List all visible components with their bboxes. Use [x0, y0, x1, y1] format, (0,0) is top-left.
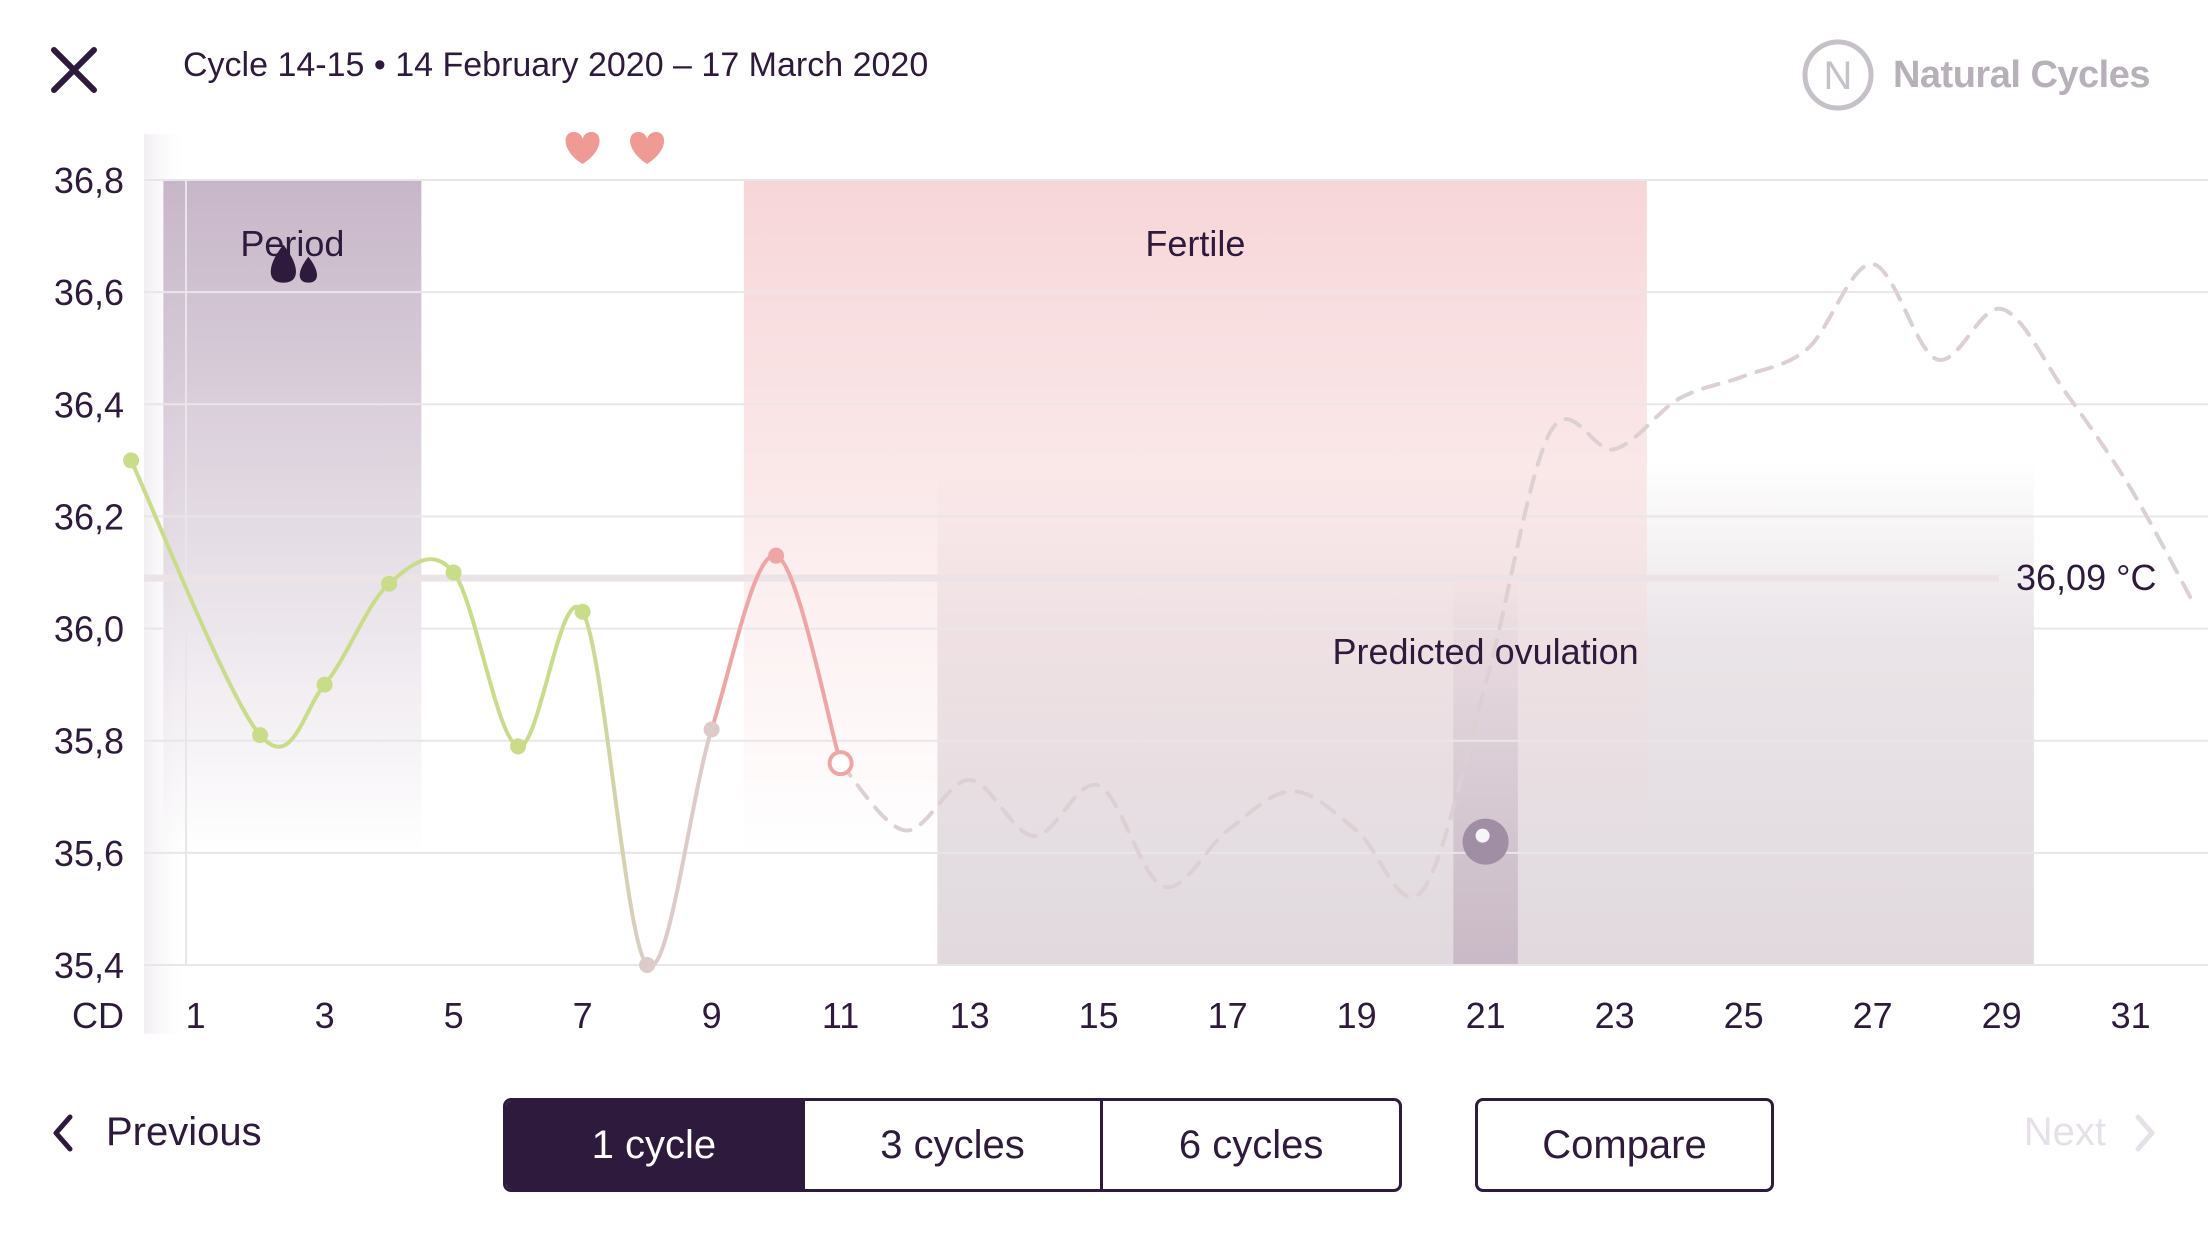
previous-button[interactable]: Previous	[50, 1110, 262, 1155]
y-tick-label: 35,8	[54, 721, 124, 762]
temperature-point	[445, 564, 462, 581]
chart-labels: 36,09 °C Period Fertile Predicted ovulation	[240, 132, 2156, 865]
x-tick-label: 25	[1724, 995, 1764, 1036]
close-button[interactable]	[44, 40, 104, 100]
page-title: Cycle 14-15 • 14 February 2020 – 17 Marc…	[183, 46, 929, 84]
period-label: Period	[240, 223, 344, 264]
cycle-range-segmented-control: 1 cycle 3 cycles 6 cycles	[503, 1098, 1402, 1192]
x-tick-label: 5	[444, 995, 464, 1036]
x-tick-label: 31	[2111, 995, 2151, 1036]
ovulation-egg-highlight	[1475, 828, 1490, 843]
y-tick-label: 36,0	[54, 609, 124, 650]
logo-letter: N	[1824, 54, 1853, 98]
coverline-label: 36,09 °C	[2016, 557, 2156, 598]
measured-temperature-line	[387, 557, 456, 586]
y-tick-label: 36,2	[54, 496, 124, 537]
x-tick-label: 23	[1595, 995, 1635, 1036]
x-tick-label: 3	[315, 995, 335, 1036]
period-drop-icon	[270, 244, 296, 283]
x-tick-label: 15	[1079, 995, 1119, 1036]
heart-icon	[630, 132, 665, 164]
x-tick-label: 29	[1982, 995, 2022, 1036]
y-tick-label: 36,8	[54, 160, 124, 201]
measured-temperature-line	[322, 581, 392, 687]
previous-label: Previous	[106, 1110, 262, 1154]
next-label: Next	[2023, 1110, 2106, 1154]
measured-temperature-line	[709, 553, 779, 732]
compare-button[interactable]: Compare	[1475, 1098, 1774, 1192]
y-tick-label: 36,4	[54, 384, 124, 425]
y-tick-label: 36,6	[54, 272, 124, 313]
temperature-point	[574, 603, 591, 620]
temperature-chart: 36,836,636,436,236,035,835,635,4CD 1 3 5 7 9 1…	[54, 132, 2208, 1036]
measured-temperature-line	[774, 553, 843, 766]
temperature-point-open	[827, 750, 854, 777]
chart-bands	[144, 134, 2034, 1034]
measured-temperature-line	[129, 458, 263, 738]
close-icon	[51, 47, 97, 93]
natural-cycles-logo-icon: N	[1802, 39, 1874, 111]
x-tick-label: 17	[1208, 995, 1248, 1036]
measured-temperature-line	[258, 682, 327, 749]
segment-1-cycle[interactable]: 1 cycle	[506, 1101, 805, 1189]
period-drop-icon	[299, 256, 317, 283]
x-axis-label: CD	[72, 995, 124, 1036]
heart-icon	[565, 132, 600, 164]
temperature-point	[252, 727, 269, 744]
x-tick-label: 11	[822, 995, 859, 1036]
measured-temperature-line	[580, 609, 650, 967]
x-tick-label: 27	[1853, 995, 1893, 1036]
brand-logo: N Natural Cycles	[1801, 38, 2151, 112]
temperature-point	[510, 738, 527, 755]
ovulation-band	[1453, 572, 1518, 965]
x-tick-label: 21	[1466, 995, 1506, 1036]
x-tick-label: 1	[186, 995, 206, 1036]
next-button[interactable]: Next	[2024, 1110, 2158, 1155]
temperature-point	[123, 452, 140, 469]
x-tick-label: 13	[950, 995, 990, 1036]
measured-temperature-line	[516, 605, 585, 749]
predicted-temperature-line	[838, 262, 2198, 900]
temperature-point	[381, 575, 398, 592]
chevron-right-icon	[2135, 1114, 2155, 1151]
fertile-label: Fertile	[1145, 223, 1245, 264]
segment-3-cycles[interactable]: 3 cycles	[805, 1101, 1104, 1189]
y-tick-label: 35,6	[54, 833, 124, 874]
temperature-point	[316, 676, 333, 693]
temperature-point	[768, 547, 785, 564]
x-tick-label: 19	[1337, 995, 1377, 1036]
chart-grid: 36,836,636,436,236,035,835,635,4CD 1 3 5 7 9 1…	[54, 160, 2208, 1036]
chart-points	[123, 452, 854, 973]
chart-lines	[129, 262, 2198, 969]
y-tick-label: 35,4	[54, 945, 124, 986]
segment-6-cycles[interactable]: 6 cycles	[1178, 1122, 1324, 1167]
x-tick-label: 9	[702, 995, 722, 1036]
x-tick-label: 7	[573, 995, 593, 1036]
measured-temperature-line	[645, 727, 714, 969]
chevron-left-icon	[53, 1114, 73, 1151]
brand-name: Natural Cycles	[1892, 53, 2151, 96]
temperature-point	[639, 957, 656, 973]
temperature-point	[703, 721, 720, 738]
ovulation-label: Predicted ovulation	[1332, 631, 1638, 672]
measured-temperature-line	[451, 570, 521, 749]
